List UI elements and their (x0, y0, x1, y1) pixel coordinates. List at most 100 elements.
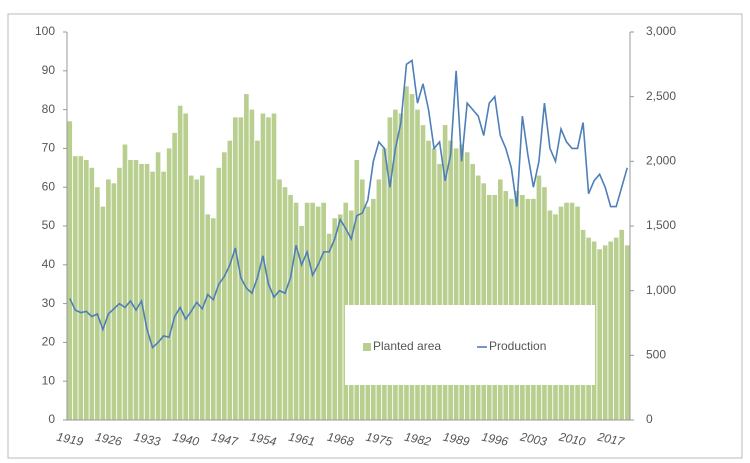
bar (398, 113, 404, 420)
bar (216, 167, 222, 420)
bar (188, 175, 194, 420)
bar (210, 218, 216, 420)
bar (415, 109, 420, 420)
y-tick-label: 60 (42, 179, 56, 193)
legend-swatch (363, 343, 371, 351)
line (69, 59, 629, 350)
bar (205, 214, 211, 420)
bar (464, 152, 470, 420)
bar (194, 179, 200, 420)
bar (475, 175, 481, 420)
bar (139, 163, 144, 421)
bar (299, 226, 304, 420)
bar (409, 94, 415, 420)
bar (244, 94, 249, 420)
bar (293, 202, 299, 420)
bar (337, 214, 343, 420)
bar (619, 229, 625, 420)
bar (376, 179, 382, 420)
bar (100, 206, 106, 420)
y-tick-label: 30 (42, 296, 56, 310)
x-tick-label: 1940 (171, 430, 200, 449)
bar (437, 163, 442, 421)
bar (382, 148, 387, 420)
bar (177, 105, 183, 420)
bar (249, 109, 255, 420)
x-tick-label: 1996 (480, 430, 509, 449)
y-tick-label: 80 (42, 102, 56, 116)
bar (426, 140, 431, 420)
x-tick-label: 1975 (365, 430, 394, 449)
bar (420, 125, 426, 421)
bar (260, 113, 266, 420)
y-tick-label: 50 (42, 218, 56, 232)
bar (288, 194, 293, 420)
x-tick-label: 1919 (55, 430, 84, 449)
bar (166, 148, 172, 420)
bar (536, 175, 542, 420)
bar (266, 117, 271, 421)
bar (199, 175, 205, 420)
bar (128, 160, 133, 421)
bar (310, 202, 315, 420)
y-tick-label: 70 (42, 141, 56, 155)
x-tick-label: 1968 (326, 430, 355, 449)
y2-tick-label: 1,500 (646, 218, 676, 232)
bar (67, 121, 73, 421)
bar (106, 179, 111, 420)
bar (359, 179, 365, 420)
bar (354, 160, 360, 421)
y-tick-label: 0 (48, 412, 55, 426)
y2-tick-label: 500 (646, 348, 666, 362)
legend-box (345, 305, 595, 385)
bar (393, 109, 398, 420)
bar (404, 86, 409, 420)
bar (238, 117, 244, 421)
bar (542, 187, 547, 420)
bar (282, 187, 288, 420)
bar (271, 113, 277, 420)
bar (150, 171, 155, 420)
y2-tick-label: 3,000 (646, 24, 676, 38)
bar (95, 187, 100, 420)
bar (453, 148, 459, 420)
bar (155, 152, 161, 420)
bar (122, 144, 128, 420)
x-tick-label: 1947 (210, 430, 240, 450)
bar (448, 140, 453, 420)
y2-tick-label: 2,000 (646, 154, 676, 168)
bar (442, 125, 448, 421)
bar (183, 113, 188, 420)
bar (597, 249, 602, 420)
bar (470, 163, 476, 421)
y-tick-label: 40 (42, 257, 56, 271)
bar (161, 171, 166, 420)
bar (613, 237, 619, 420)
x-tick-label: 1982 (403, 430, 432, 449)
bar (431, 148, 437, 420)
y2-tick-label: 0 (646, 412, 653, 426)
bar (172, 132, 177, 420)
bar (321, 202, 326, 420)
bar (227, 140, 233, 420)
x-tick-label: 1989 (442, 430, 471, 449)
bar (277, 179, 282, 420)
x-tick-label: 2010 (557, 429, 587, 449)
bar (72, 156, 78, 420)
bar (387, 117, 393, 421)
bar (111, 183, 117, 420)
bar (89, 167, 95, 420)
bar (144, 163, 150, 421)
bar (84, 160, 89, 421)
bar (332, 218, 338, 420)
bar (304, 202, 310, 420)
y-tick-label: 100 (35, 24, 55, 38)
bar (459, 144, 464, 420)
bar (608, 241, 613, 420)
y2-tick-label: 2,500 (646, 89, 676, 103)
bar (133, 160, 139, 421)
x-tick-label: 2003 (518, 429, 548, 449)
x-tick-label: 1961 (287, 430, 316, 449)
bar (326, 233, 332, 420)
bar (117, 167, 122, 420)
